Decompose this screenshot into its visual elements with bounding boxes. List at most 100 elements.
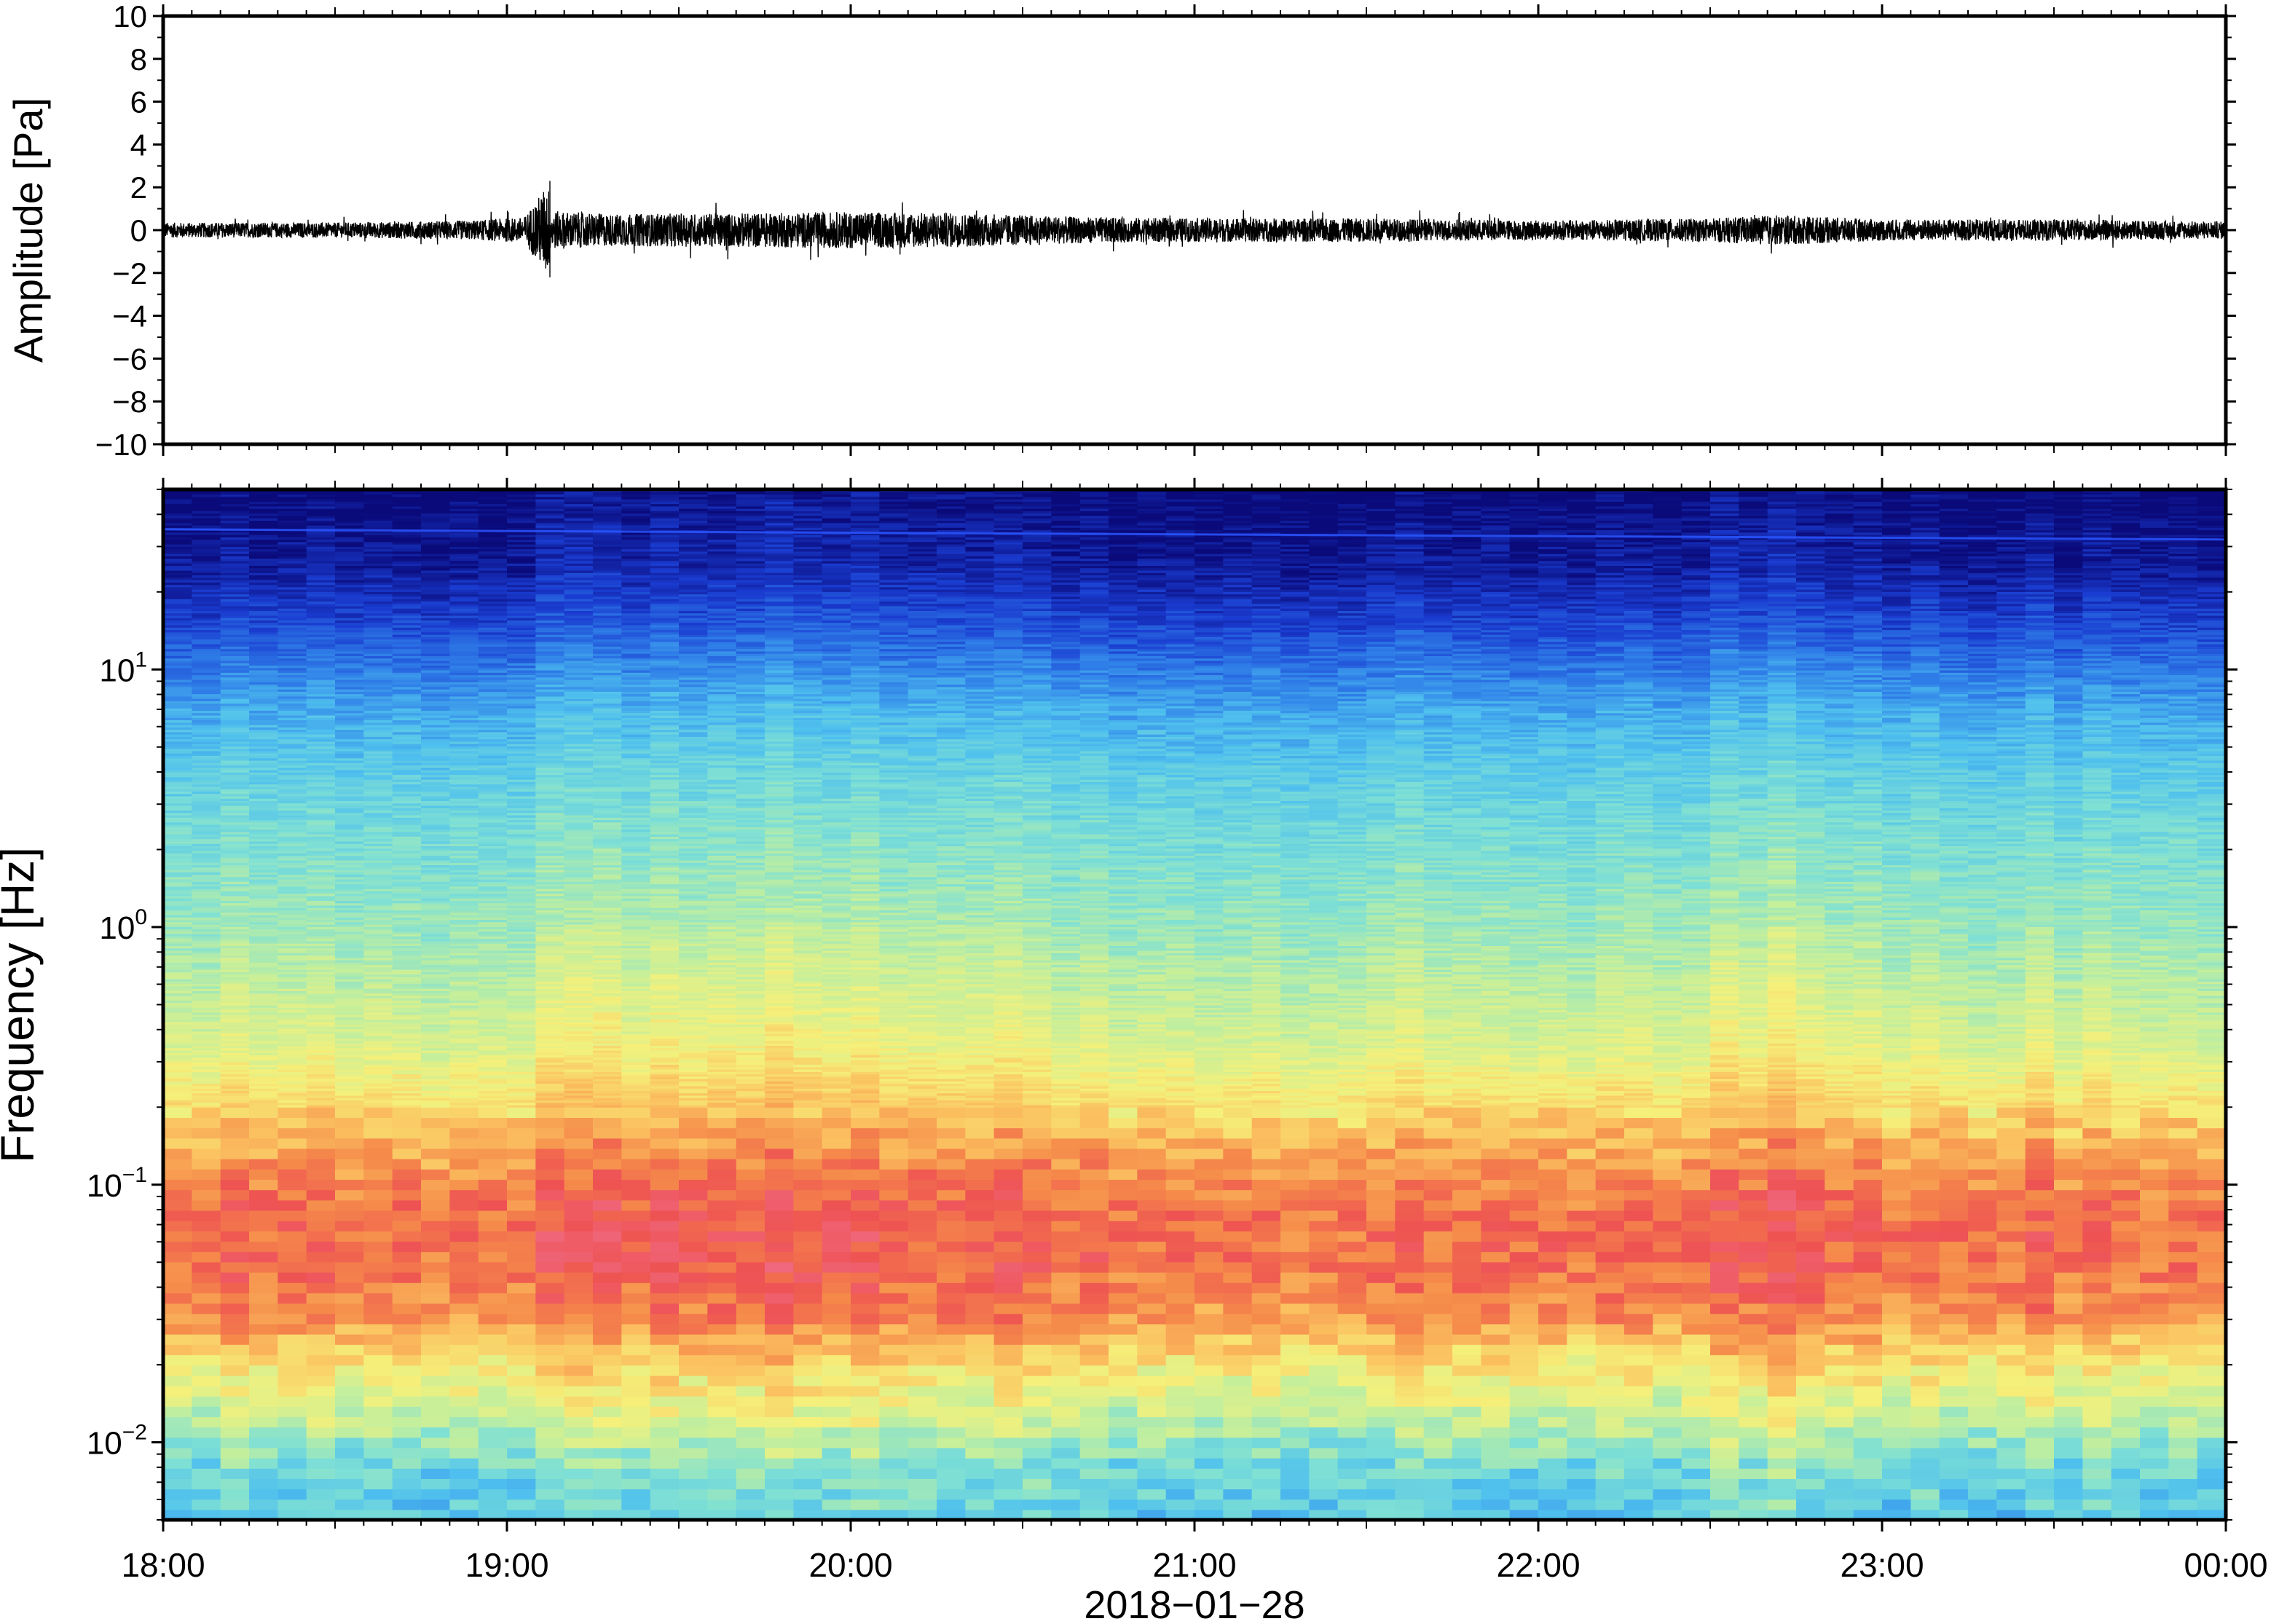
spectrogram-cell [2082, 1049, 2112, 1053]
spectrogram-cell [1624, 1509, 1653, 1521]
spectrogram-cell [1681, 1241, 1711, 1253]
spectrogram-cell [220, 1064, 250, 1068]
spectrogram-cell [2054, 1073, 2083, 1077]
spectrogram-cell [1051, 1071, 1081, 1075]
spectrogram-cell [707, 1447, 737, 1459]
spectrogram-cell [163, 1083, 192, 1087]
spectrogram-cell [363, 1385, 393, 1397]
spectrogram-cell [192, 1064, 221, 1068]
spectrogram-cell [1137, 1478, 1167, 1490]
spectrogram-cell [335, 1499, 364, 1510]
spectrogram-cell [1395, 1179, 1425, 1191]
spectrogram-cell [335, 1066, 364, 1070]
spectrogram-cell [278, 1081, 307, 1084]
spectrogram-cell [1309, 1090, 1339, 1094]
spectrogram-cell [1939, 1416, 1969, 1428]
spectrogram-cell [1395, 1148, 1425, 1159]
spectrogram-cell [1137, 1323, 1167, 1335]
spectrogram-cell [765, 1045, 794, 1049]
spectrogram-cell [1939, 1052, 1969, 1056]
spectrogram-cell [765, 1395, 794, 1407]
spectrogram-cell [1939, 1069, 1969, 1072]
spectrogram-cell [1079, 1499, 1109, 1510]
spectrogram-cell [2168, 1169, 2198, 1180]
spectrogram-cell [2168, 1066, 2198, 1070]
spectrogram-cell [1767, 1499, 1797, 1510]
spectrogram-cell [679, 1293, 708, 1304]
spectrogram-cell [621, 1179, 651, 1191]
spectrogram-cell [1939, 1457, 1969, 1469]
spectrogram-cell [1882, 1333, 1911, 1345]
spectrogram-cell [793, 1189, 823, 1201]
spectrogram-cell [1624, 1416, 1653, 1428]
spectrogram-cell [1853, 1313, 1883, 1325]
spectrogram-cell [306, 1102, 336, 1105]
spectrogram-cell [421, 1333, 450, 1345]
spectrogram-cell [192, 1169, 221, 1180]
spectrogram-cell [793, 1303, 823, 1314]
spectrogram-cell [2140, 1066, 2169, 1070]
spectrogram-cell [1853, 1060, 1883, 1063]
spectrogram-cell [1165, 1055, 1195, 1058]
spectrogram-cell [851, 1375, 880, 1387]
spectrogram-cell [1538, 1416, 1567, 1428]
spectrogram-cell [965, 1047, 995, 1051]
spectrogram-cell [1051, 1323, 1081, 1335]
spectrogram-cell [593, 1199, 622, 1211]
spectrogram-cell [1853, 1064, 1883, 1068]
spectrogram-cell [593, 1395, 622, 1407]
spectrogram-cell [2025, 1478, 2055, 1490]
spectrogram-cell [478, 1416, 508, 1428]
spectrogram-cell [1710, 1127, 1739, 1139]
spectrogram-cell [1280, 1179, 1310, 1191]
spectrogram-cell [392, 1088, 422, 1092]
spectrogram-cell [993, 1293, 1023, 1304]
spectrogram-cell [1023, 1083, 1052, 1087]
spectrogram-cell [1251, 1049, 1281, 1053]
spectrogram-cell [163, 1092, 192, 1096]
spectrogram-cell [1023, 1064, 1052, 1068]
spectrogram-cell [2111, 1081, 2141, 1084]
spectrogram-cell [1023, 1241, 1052, 1253]
spectrogram-cell [1509, 1073, 1539, 1077]
spectrogram-cell [421, 1344, 450, 1355]
spectrogram-cell [1481, 1303, 1511, 1314]
spectrogram-cell [1280, 1303, 1310, 1314]
spectrogram-cell [1452, 1344, 1481, 1355]
spectrogram-cell [1882, 1090, 1911, 1094]
spectrogram-cell [192, 1062, 221, 1065]
spectrogram-cell [306, 1447, 336, 1459]
spectrogram-cell [249, 1333, 278, 1345]
spectrogram-cell [993, 1047, 1023, 1051]
spectrogram-cell [851, 1313, 880, 1325]
spectrogram-cell [1910, 1169, 1940, 1180]
spectrogram-cell [1681, 1313, 1711, 1325]
spectrogram-cell [1223, 1437, 1253, 1448]
spectrogram-cell [2168, 1047, 2198, 1051]
spectrogram-cell [679, 1179, 708, 1191]
waveform-y-tick-label: 0 [130, 213, 147, 248]
spectrogram-cell [1452, 1073, 1481, 1077]
spectrogram-cell [1079, 1179, 1109, 1191]
spectrogram-cell [993, 1478, 1023, 1490]
spectrogram-cell [2054, 1221, 2083, 1231]
spectrogram-cell [851, 1241, 880, 1253]
spectrogram-cell [478, 1179, 508, 1191]
spectrogram-cell [392, 1100, 422, 1103]
spectrogram-cell [1223, 1057, 1253, 1060]
spectrogram-cell [1853, 1071, 1883, 1075]
spectrogram-cell [2111, 1457, 2141, 1469]
spectrogram-cell [621, 1127, 651, 1139]
spectrogram-cell [879, 1189, 909, 1201]
spectrogram-cell [392, 1107, 422, 1119]
spectrogram-cell [1681, 1102, 1711, 1105]
spectrogram-cell [535, 1102, 565, 1105]
spectrogram-cell [1996, 1468, 2026, 1479]
spectrogram-cell [1280, 1416, 1310, 1428]
spectrogram-cell [1681, 1169, 1711, 1180]
spectrogram-cell [707, 1272, 737, 1283]
spectrogram-cell [1767, 1189, 1797, 1201]
spectrogram-cell [1739, 1427, 1768, 1438]
spectrogram-cell [822, 1049, 851, 1053]
spectrogram-cell [1710, 1083, 1739, 1087]
